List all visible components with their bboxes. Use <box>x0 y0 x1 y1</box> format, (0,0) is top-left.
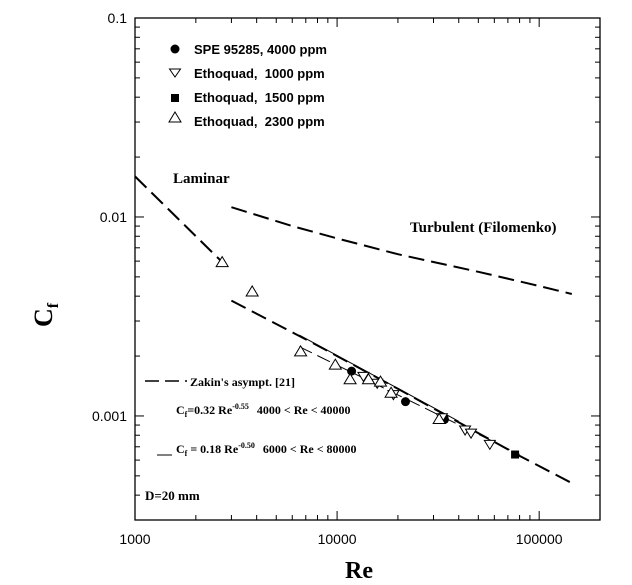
curve-1 <box>231 206 573 295</box>
data-point-series-1 <box>464 428 478 440</box>
curve-2 <box>230 299 573 484</box>
eq1-label: Cf=0.32 Re-0.55 4000 < Re < 40000 <box>176 402 351 419</box>
legend-marker-spe <box>170 44 180 54</box>
data-point-series-0 <box>347 366 357 376</box>
x-tick-label: 1000 <box>119 531 150 547</box>
data-point-series-3 <box>343 372 357 385</box>
data-point-series-3 <box>373 375 388 387</box>
data-point-series-3 <box>215 255 230 268</box>
legend: SPE 95285, 4000 ppm Ethoquad, 1000 ppm E… <box>168 42 327 129</box>
y-tick-label: 0.1 <box>108 10 128 26</box>
turbulent-label: Turbulent (Filomenko) <box>410 220 557 236</box>
x-axis-title: Re <box>345 558 373 584</box>
y-axis-title: Cf <box>29 302 62 327</box>
legend-label-ethoquad-1000: Ethoquad, 1000 ppm <box>194 66 325 81</box>
eq2-label: Cf = 0.18 Re-0.50 6000 < Re < 80000 <box>176 441 357 458</box>
legend-label-spe: SPE 95285, 4000 ppm <box>194 42 327 57</box>
x-tick-label: 10000 <box>318 531 357 547</box>
data-point-series-0 <box>400 397 410 407</box>
y-tick-label: 0.001 <box>92 408 127 424</box>
data-point-series-3 <box>245 284 260 297</box>
curve-0 <box>134 175 223 263</box>
legend-marker-ethoquad-1500 <box>171 94 179 102</box>
laminar-label: Laminar <box>173 171 230 187</box>
data-point-series-2 <box>511 450 520 459</box>
data-point-series-3 <box>328 358 343 370</box>
legend-marker-ethoquad-2300 <box>168 111 182 123</box>
data-point-series-3 <box>361 372 376 385</box>
data-point-series-1 <box>483 439 497 451</box>
data-point-series-3 <box>432 412 447 424</box>
plot-frame <box>134 17 601 521</box>
legend-marker-ethoquad-1000 <box>168 68 182 78</box>
legend-label-ethoquad-1500: Ethoquad, 1500 ppm <box>194 90 325 105</box>
zakin-label: Zakin's asympt. [21] <box>190 375 295 389</box>
data-point-series-3 <box>384 386 398 398</box>
y-tick-label: 0.01 <box>100 209 127 225</box>
legend-label-ethoquad-2300: Ethoquad, 2300 ppm <box>194 114 325 129</box>
x-tick-label: 100000 <box>516 531 563 547</box>
data-point-series-3 <box>293 344 308 357</box>
diameter-label: D=20 mm <box>145 488 200 503</box>
